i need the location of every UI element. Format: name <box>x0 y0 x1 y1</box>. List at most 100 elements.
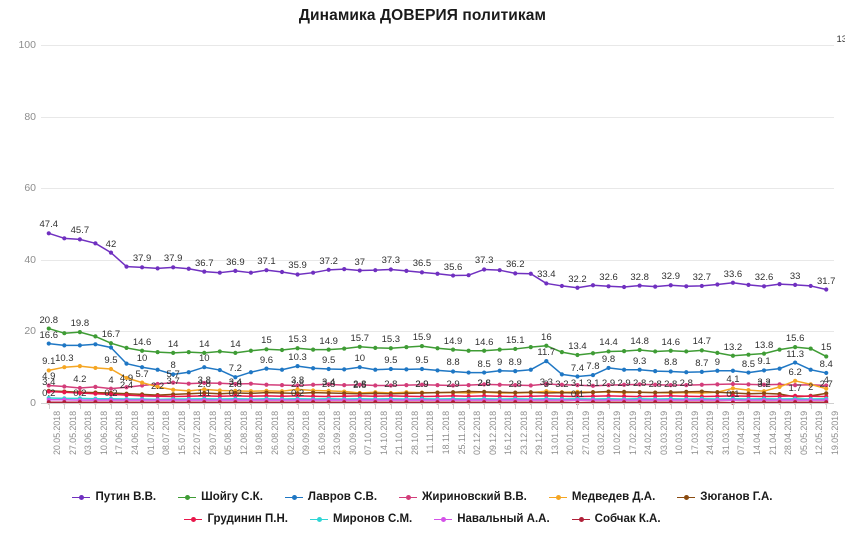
data-point <box>559 390 564 395</box>
data-point <box>46 326 51 331</box>
x-axis-tick <box>468 404 470 409</box>
data-point <box>46 389 51 394</box>
x-axis-tick <box>95 404 97 409</box>
data-point <box>653 390 658 395</box>
x-axis-tick-label: 14.04.2019 <box>751 411 762 456</box>
data-point <box>497 347 502 352</box>
data-point <box>46 341 51 346</box>
x-axis-tick <box>359 404 361 409</box>
legend-label: Миронов С.М. <box>333 513 413 525</box>
x-axis-tick-label: 21.04.2019 <box>767 411 778 456</box>
data-point <box>419 382 425 387</box>
data-point <box>202 380 207 386</box>
data-point <box>466 370 471 375</box>
legend-label: Грудинин П.Н. <box>207 513 289 525</box>
data-point <box>684 370 689 375</box>
data-point <box>93 384 98 389</box>
gridline <box>41 259 834 261</box>
data-point <box>466 273 471 278</box>
x-axis-labels: 20.05.2018 27.05.2018 03.06.2018 10.06.2018… <box>41 411 839 477</box>
legend-marker-icon <box>548 492 567 502</box>
plot-area: 47.4 45.7 42 37.9 37.9 36.7 36.9 37.1 35.9 37.2 37… <box>40 34 845 405</box>
data-point <box>777 282 782 287</box>
data-point <box>715 382 720 387</box>
data-point <box>46 231 51 236</box>
data-point <box>777 347 782 352</box>
data-point <box>668 369 673 374</box>
legend-item-2[interactable]: Шойгу С.К. <box>178 487 263 507</box>
legend-label: Путин В.В. <box>95 491 157 503</box>
data-point <box>311 366 316 371</box>
data-point-label: 13 <box>836 34 845 45</box>
data-point <box>62 390 67 395</box>
legend-item-3[interactable]: Лавров С.В. <box>284 487 377 507</box>
data-point <box>279 390 285 396</box>
data-point <box>808 346 813 351</box>
gridline <box>41 331 834 333</box>
legend-item-10[interactable]: Собчак К.А. <box>571 509 661 529</box>
x-axis-tick-label: 10.06.2018 <box>98 411 109 456</box>
x-axis-tick <box>204 404 206 409</box>
legend-label: Жириновский В.В. <box>422 491 527 503</box>
x-axis-tick-label: 02.09.2018 <box>285 411 296 456</box>
legend-item-1[interactable]: Путин В.В. <box>72 487 156 507</box>
x-axis-tick <box>390 404 392 409</box>
y-axis-tick-label: 40 <box>24 253 36 266</box>
x-axis-tick-label: 09.09.2018 <box>301 411 312 456</box>
x-axis-tick <box>219 404 221 409</box>
data-point <box>62 343 67 348</box>
data-point <box>559 372 564 377</box>
data-point <box>139 265 145 270</box>
data-point <box>279 269 285 275</box>
legend-item-6[interactable]: Зюганов Г.А. <box>677 487 773 507</box>
data-point <box>155 266 160 271</box>
gridline <box>41 116 834 118</box>
data-point <box>528 383 533 388</box>
data-point <box>684 389 689 394</box>
data-point <box>404 367 409 372</box>
data-point <box>108 345 114 350</box>
data-point <box>108 366 114 372</box>
legend-marker-icon <box>72 492 91 502</box>
x-axis-line <box>41 403 834 404</box>
data-point <box>637 382 642 387</box>
series-3 <box>46 341 829 380</box>
data-point <box>388 346 393 351</box>
data-point <box>715 282 720 287</box>
data-point <box>217 388 222 393</box>
data-point <box>621 389 627 394</box>
data-point <box>264 390 269 395</box>
data-point <box>419 343 425 349</box>
legend-item-5[interactable]: Медведев Д.А. <box>548 487 655 507</box>
data-point <box>311 382 316 387</box>
x-axis-tick <box>142 404 144 409</box>
legend-item-9[interactable]: Навальный А.А. <box>434 509 550 529</box>
data-point <box>777 384 782 389</box>
x-axis-tick <box>406 404 408 409</box>
x-axis-tick-label: 03.03.2019 <box>658 411 669 456</box>
x-axis-tick <box>250 404 252 409</box>
legend-marker-icon <box>284 492 303 502</box>
data-point <box>139 348 145 353</box>
data-point <box>435 271 440 276</box>
legend-item-4[interactable]: Жириновский В.В. <box>399 487 527 507</box>
x-axis-tick <box>608 404 610 409</box>
x-axis-tick-label: 24.02.2019 <box>643 411 654 456</box>
data-point <box>108 250 114 255</box>
data-point <box>62 236 67 241</box>
data-point <box>202 365 207 370</box>
legend-item-8[interactable]: Миронов С.М. <box>310 509 412 529</box>
legend-item-7[interactable]: Грудинин П.Н. <box>184 509 288 529</box>
x-axis-tick <box>110 404 112 409</box>
x-axis-tick <box>484 404 486 409</box>
data-point <box>62 384 67 389</box>
x-axis-tick <box>499 404 501 409</box>
x-axis-tick <box>670 404 672 409</box>
data-point <box>124 345 129 350</box>
x-axis-tick-label: 22.07.2018 <box>192 411 203 456</box>
data-point <box>388 366 393 372</box>
data-point <box>295 383 300 388</box>
data-point <box>497 390 502 395</box>
data-point <box>482 389 487 394</box>
data-point <box>730 280 736 285</box>
